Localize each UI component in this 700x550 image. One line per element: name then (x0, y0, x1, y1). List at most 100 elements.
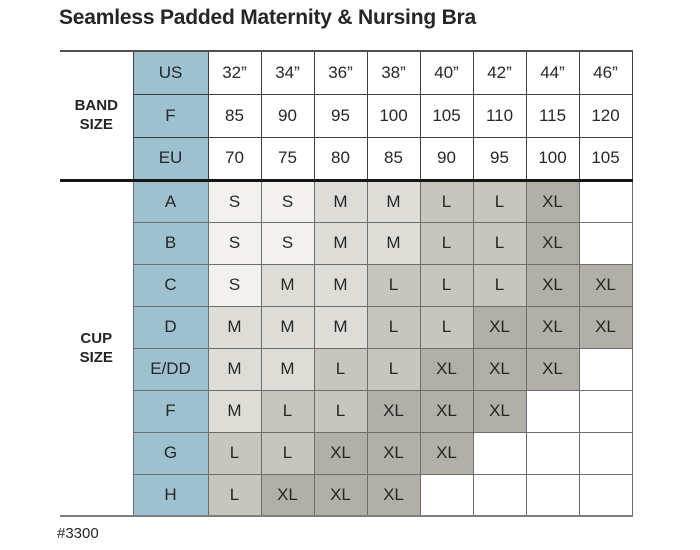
empty-cell (578, 473, 633, 517)
table-row: H L XL XL XL (60, 473, 633, 517)
size-cell: XL (578, 305, 633, 349)
size-cell: 105 (419, 93, 474, 138)
column-header-cell: 42” (472, 50, 527, 95)
product-number: #3300 (57, 525, 99, 542)
size-cell: L (313, 389, 368, 433)
column-header-cell: 40” (419, 50, 474, 95)
size-cell: 110 (472, 93, 527, 138)
size-cell: XL (419, 431, 474, 475)
empty-cell (578, 347, 633, 391)
size-cell: M (313, 263, 368, 307)
table-row: B S S M M L L XL (60, 221, 633, 265)
column-header-cell: 34” (260, 50, 315, 95)
size-cell: XL (578, 263, 633, 307)
size-cell: M (313, 179, 368, 223)
size-cell: L (207, 431, 262, 475)
column-header-cell: 36” (313, 50, 368, 95)
size-cell: 90 (260, 93, 315, 138)
table-row: D M M M L L XL XL XL (60, 305, 633, 349)
size-cell: 95 (472, 136, 527, 182)
size-cell: 85 (366, 136, 421, 182)
size-cell: XL (525, 221, 580, 265)
size-cell: M (207, 389, 262, 433)
size-cell: L (419, 263, 474, 307)
size-cell: M (366, 179, 421, 223)
size-cell: 85 (207, 93, 262, 138)
size-cell: XL (472, 305, 527, 349)
size-cell: 90 (419, 136, 474, 182)
size-cell: XL (366, 473, 421, 517)
size-cell: M (366, 221, 421, 265)
size-cell: 70 (207, 136, 262, 182)
column-header-cell: 38” (366, 50, 421, 95)
size-cell: XL (313, 473, 368, 517)
size-cell: M (207, 305, 262, 349)
row-label-cell: B (132, 221, 209, 265)
size-cell: XL (419, 347, 474, 391)
page-title: Seamless Padded Maternity & Nursing Bra (59, 6, 476, 29)
size-cell: S (207, 179, 262, 223)
row-label-cell: F (132, 93, 209, 138)
size-cell: M (260, 263, 315, 307)
column-header-cell: 32” (207, 50, 262, 95)
size-cell: L (366, 263, 421, 307)
size-cell: 105 (578, 136, 633, 182)
size-cell: L (472, 179, 527, 223)
size-cell: M (207, 347, 262, 391)
size-table: BAND SIZE US 32” 34” 36” 38” 40” 42” 44” 46” F 85 90… (60, 50, 633, 517)
size-cell: 95 (313, 93, 368, 138)
table-row: G L L XL XL XL (60, 431, 633, 475)
row-label-cell: E/DD (132, 347, 209, 391)
size-cell: XL (525, 263, 580, 307)
size-cell: L (472, 221, 527, 265)
empty-cell (578, 431, 633, 475)
size-cell: XL (525, 179, 580, 223)
size-cell: L (207, 473, 262, 517)
size-cell: L (419, 305, 474, 349)
table-row: F 85 90 95 100 105 110 115 120 (60, 93, 633, 138)
size-cell: L (366, 305, 421, 349)
size-cell: XL (472, 347, 527, 391)
size-cell: 100 (525, 136, 580, 182)
table-row: E/DD M M L L XL XL XL (60, 347, 633, 391)
table-row: CUP SIZE A S S M M L L XL (60, 179, 633, 517)
empty-cell (419, 473, 474, 517)
size-cell: M (260, 305, 315, 349)
empty-cell (578, 179, 633, 223)
row-label-cell: G (132, 431, 209, 475)
empty-cell (472, 431, 527, 475)
empty-cell (472, 473, 527, 517)
empty-cell (525, 389, 580, 433)
size-cell: XL (525, 347, 580, 391)
table-row: BAND SIZE US 32” 34” 36” 38” 40” 42” 44” 46” (60, 50, 633, 182)
row-label-cell: C (132, 263, 209, 307)
column-header-cell: 44” (525, 50, 580, 95)
size-cell: L (260, 431, 315, 475)
row-label-cell: H (132, 473, 209, 517)
column-header-cell: 46” (578, 50, 633, 95)
row-label-cell: D (132, 305, 209, 349)
size-cell: M (260, 347, 315, 391)
size-cell: S (260, 179, 315, 223)
size-cell: XL (313, 431, 368, 475)
size-cell: 115 (525, 93, 580, 138)
row-label-cell: F (132, 389, 209, 433)
row-label-cell: EU (132, 136, 209, 182)
size-cell: L (419, 221, 474, 265)
size-cell: M (313, 221, 368, 265)
size-cell: XL (419, 389, 474, 433)
size-cell: XL (366, 389, 421, 433)
size-cell: XL (472, 389, 527, 433)
size-cell: S (260, 221, 315, 265)
size-cell: M (313, 305, 368, 349)
empty-cell (525, 431, 580, 475)
table-row: C S M M L L L XL XL (60, 263, 633, 307)
empty-cell (525, 473, 580, 517)
size-cell: XL (366, 431, 421, 475)
empty-cell (578, 389, 633, 433)
size-cell: S (207, 263, 262, 307)
table-row: EU 70 75 80 85 90 95 100 105 (60, 136, 633, 182)
size-table-body: BAND SIZE US 32” 34” 36” 38” 40” 42” 44” 46” F 85 90… (60, 50, 633, 517)
size-cell: XL (525, 305, 580, 349)
